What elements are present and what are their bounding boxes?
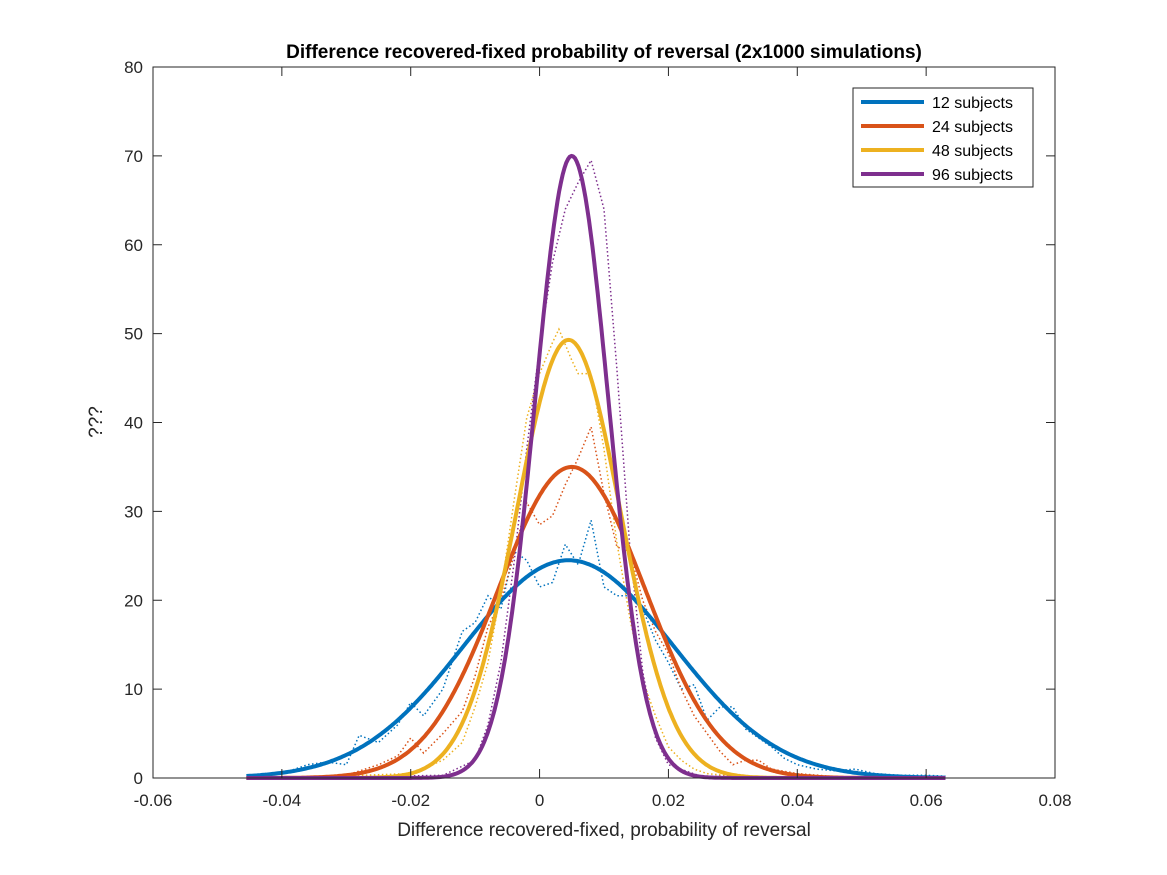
legend-entry-4: 96 subjects [932, 167, 1013, 184]
y-tick-label: 70 [124, 147, 143, 166]
legend: 12 subjects 24 subjects 48 subjects 96 subj… [852, 87, 1034, 188]
x-tick-label: 0 [535, 791, 544, 810]
y-tick-label: 50 [124, 325, 143, 344]
x-tick-label: -0.02 [391, 791, 430, 810]
empirical-line-4 [281, 158, 927, 779]
x-tick-label: -0.04 [262, 791, 301, 810]
empirical-line-2 [281, 424, 927, 779]
y-axis-label: ??? [86, 406, 107, 438]
legend-box [852, 87, 1034, 188]
x-tick-label: 0.02 [652, 791, 685, 810]
y-tick-label: 60 [124, 236, 143, 255]
y-tick-label: 80 [124, 58, 143, 77]
fit-line-1 [246, 558, 946, 780]
y-tick-label: 40 [124, 414, 143, 433]
y-tick-label: 10 [124, 680, 143, 699]
y-tick-label: 30 [124, 502, 143, 521]
legend-entry-1: 12 subjects [932, 95, 1013, 112]
x-axis-label: Difference recovered-fixed, probability … [397, 820, 811, 841]
x-tick-label: 0.04 [781, 791, 814, 810]
x-tick-label: 0.06 [910, 791, 943, 810]
y-tick-label: 20 [124, 591, 143, 610]
legend-entry-3: 48 subjects [932, 143, 1013, 160]
x-tick-label: -0.06 [134, 791, 173, 810]
x-tick-label: 0.08 [1038, 791, 1071, 810]
y-tick-label: 0 [134, 769, 143, 788]
legend-entry-2: 24 subjects [932, 119, 1013, 136]
chart-title: Difference recovered-fixed probability o… [286, 42, 922, 63]
empirical-line-3 [281, 327, 927, 779]
tick-marks: -0.06 -0.04 -0.02 0 0.02 0.04 0.06 0.08 0 10 20 30 4… [124, 58, 1071, 810]
